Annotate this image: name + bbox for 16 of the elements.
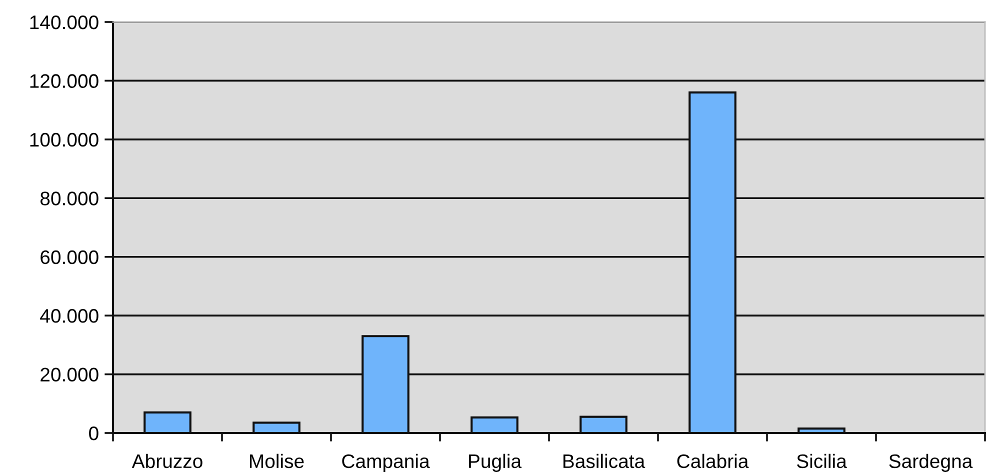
y-tick-label: 140.000 <box>30 15 98 30</box>
y-tick-label: 20.000 <box>40 368 98 382</box>
y-tick-label: 0 <box>89 426 98 440</box>
x-tick-label: Campania <box>342 454 430 472</box>
y-tick-label: 120.000 <box>30 74 98 88</box>
y-tick-label: 40.000 <box>40 309 98 323</box>
y-tick-label: 80.000 <box>40 192 98 206</box>
y-tick-label: 60.000 <box>40 250 98 264</box>
y-tick-label: 100.000 <box>30 132 98 147</box>
x-tick-label: Puglia <box>469 454 522 472</box>
x-tick-label: Molise <box>250 454 304 468</box>
x-tick-label: Abruzzo <box>132 454 202 468</box>
x-tick-label: Calabria <box>677 454 749 468</box>
x-tick-label: Sardegna <box>889 454 973 472</box>
x-tick-label: Sicilia <box>796 454 847 468</box>
x-tick-label: Basilicata <box>563 454 646 468</box>
